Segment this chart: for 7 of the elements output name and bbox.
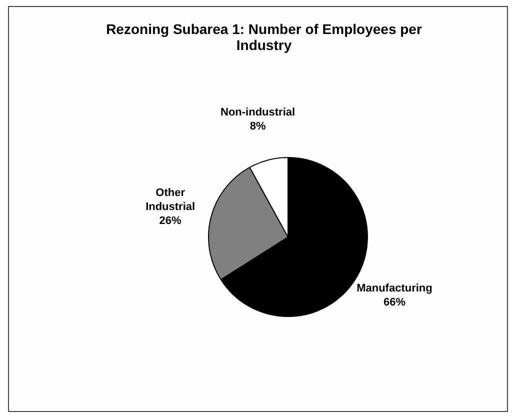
data-label: 26% xyxy=(159,214,182,227)
data-label: 8% xyxy=(250,120,266,132)
chart-title: Rezoning Subarea 1: Number of Employees per Industry xyxy=(105,21,423,53)
slice-label: Non-industrial xyxy=(220,106,296,118)
data-label: 66% xyxy=(383,296,406,309)
slice-label: Other Industrial xyxy=(146,186,196,213)
slice-label: Manufacturing xyxy=(356,282,432,295)
